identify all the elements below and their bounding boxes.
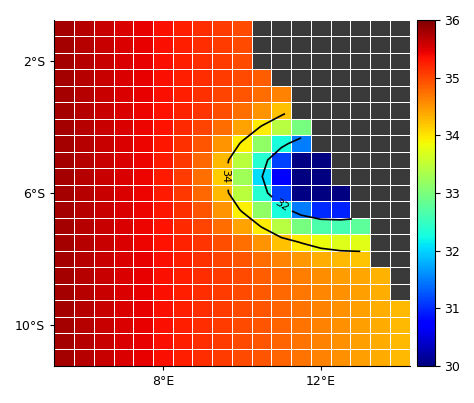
Text: 32: 32	[273, 197, 290, 214]
Text: 34: 34	[220, 169, 231, 184]
